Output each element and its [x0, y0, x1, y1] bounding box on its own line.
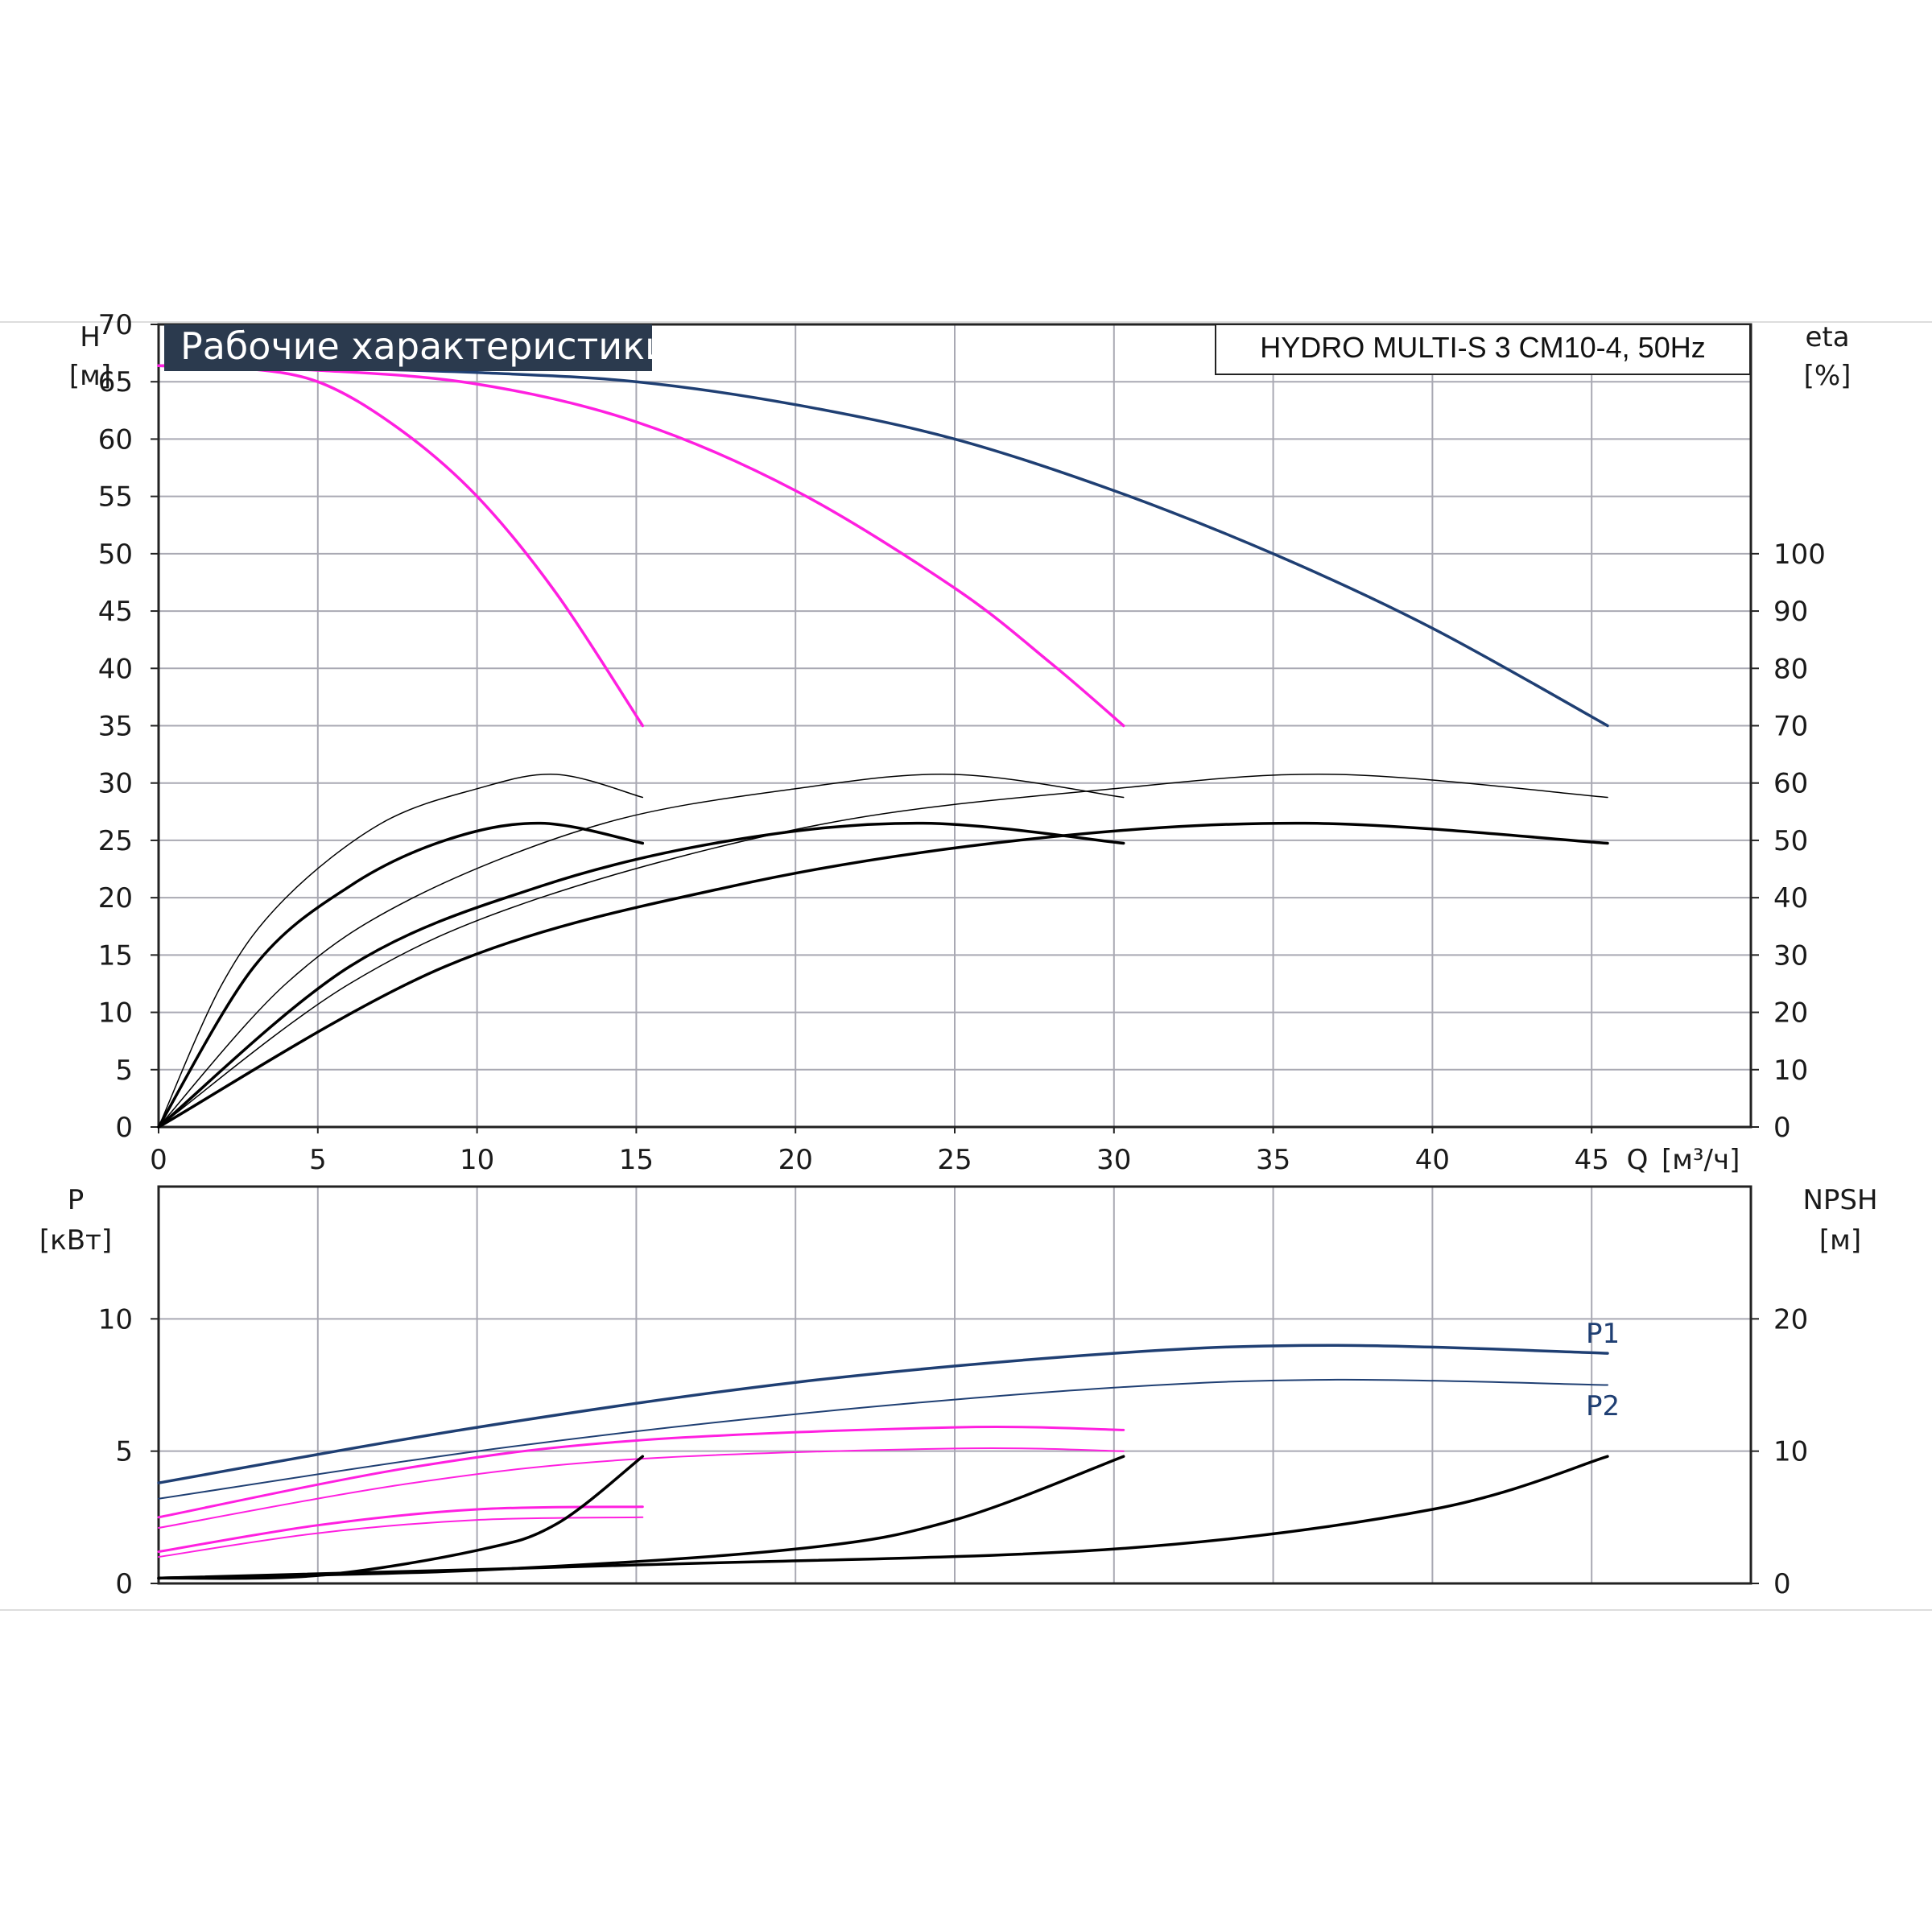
h-axis-label: H [80, 321, 101, 353]
npsh-axis-label: NPSH [1802, 1184, 1877, 1216]
right-axis-tick-label: 50 [1773, 825, 1808, 857]
right-axis-tick-label: 90 [1773, 596, 1808, 628]
power-series-5 [158, 1516, 644, 1558]
q-axis-unit: [м³/ч] [1662, 1144, 1740, 1176]
left-axis-tick-label: 20 [98, 882, 133, 914]
x-axis-tick-label: 20 [778, 1144, 813, 1176]
h-axis-unit: [м] [69, 360, 111, 392]
chart-title: Рабочие характеристики [180, 324, 669, 368]
x-axis-tick-label: 45 [1575, 1144, 1609, 1176]
left-axis-tick-label: 0 [115, 1112, 133, 1144]
left-axis-tick-label: 25 [98, 825, 133, 857]
left-axis-tick-label: 15 [98, 939, 133, 972]
left-axis-tick-label: 45 [98, 596, 133, 628]
power-series-8 [157, 1455, 1609, 1580]
power-series-6 [157, 1455, 645, 1580]
left-axis-tick-label: 35 [98, 711, 133, 743]
right-axis-tick-label: 30 [1773, 939, 1808, 972]
p-axis-label: P [68, 1184, 85, 1216]
power-plot: 0 5 10 0 10 20 [98, 1185, 1808, 1600]
x-axis-tick-label: 15 [619, 1144, 654, 1176]
left-axis-tick-label: 30 [98, 768, 133, 800]
performance-series-5 [157, 821, 1125, 1129]
right-axis-tick-label: 0 [1773, 1112, 1791, 1144]
x-axis-tick-label: 30 [1096, 1144, 1131, 1176]
model-box [1215, 324, 1751, 375]
left-axis-tick-label: 10 [98, 997, 133, 1030]
left-axis-tick-label: 60 [98, 423, 133, 456]
left-axis-tick-label: 5 [115, 1436, 133, 1468]
x-axis-tick-label: 35 [1256, 1144, 1290, 1176]
right-axis-tick-label: 0 [1773, 1568, 1791, 1600]
performance-series-7 [157, 821, 1609, 1129]
performance-series-2 [157, 364, 645, 728]
x-axis-tick-label: 0 [150, 1144, 167, 1176]
power-series-1 [158, 1378, 1608, 1500]
right-axis-tick-label: 40 [1773, 882, 1808, 914]
right-axis-tick-label: 80 [1773, 653, 1808, 685]
left-axis-tick-label: 50 [98, 539, 133, 571]
x-axis-tick-label: 10 [460, 1144, 494, 1176]
power-series-3 [158, 1447, 1125, 1529]
x-axis-tick-label: 25 [937, 1144, 972, 1176]
performance-series-0 [157, 364, 1609, 728]
power-series-2 [157, 1426, 1125, 1519]
power-series-4 [157, 1505, 644, 1554]
performance-series-3 [157, 821, 645, 1129]
left-axis-tick-label: 70 [98, 309, 133, 341]
performance-series-6 [158, 774, 1125, 1128]
eta-axis-unit: [%] [1804, 360, 1852, 392]
performance-plot: 0510152025303540455055606570010203040506… [98, 309, 1826, 1176]
left-axis-tick-label: 40 [98, 653, 133, 685]
power-series-0 [157, 1344, 1609, 1484]
left-axis-tick-label: 10 [98, 1303, 133, 1335]
right-axis-tick-label: 10 [1773, 1436, 1808, 1468]
x-axis-tick-label: 5 [309, 1144, 327, 1176]
p-axis-unit: [кВт] [39, 1224, 112, 1257]
performance-series-4 [158, 774, 644, 1128]
title-banner [164, 324, 652, 371]
right-axis-tick-label: 100 [1773, 539, 1826, 571]
eta-axis-label: eta [1805, 321, 1849, 353]
performance-series-8 [158, 774, 1608, 1128]
npsh-axis-unit: [м] [1819, 1224, 1861, 1257]
right-axis-tick-label: 70 [1773, 711, 1808, 743]
p1-series-label: P1 [1586, 1318, 1620, 1350]
left-axis-tick-label: 0 [115, 1568, 133, 1600]
x-axis-tick-label: 40 [1415, 1144, 1450, 1176]
p2-series-label: P2 [1586, 1390, 1620, 1422]
right-axis-tick-label: 20 [1773, 997, 1808, 1030]
performance-series-1 [157, 364, 1125, 728]
left-axis-tick-label: 65 [98, 366, 133, 398]
left-axis-tick-label: 55 [98, 481, 133, 514]
right-axis-tick-label: 20 [1773, 1303, 1808, 1335]
model-label: HYDRO MULTI-S 3 CM10-4, 50Hz [1260, 331, 1705, 364]
right-axis-tick-label: 60 [1773, 768, 1808, 800]
right-axis-tick-label: 10 [1773, 1055, 1808, 1087]
left-axis-tick-label: 5 [115, 1055, 133, 1087]
plot-frame [157, 1185, 1752, 1585]
q-axis-label: Q [1627, 1144, 1649, 1176]
